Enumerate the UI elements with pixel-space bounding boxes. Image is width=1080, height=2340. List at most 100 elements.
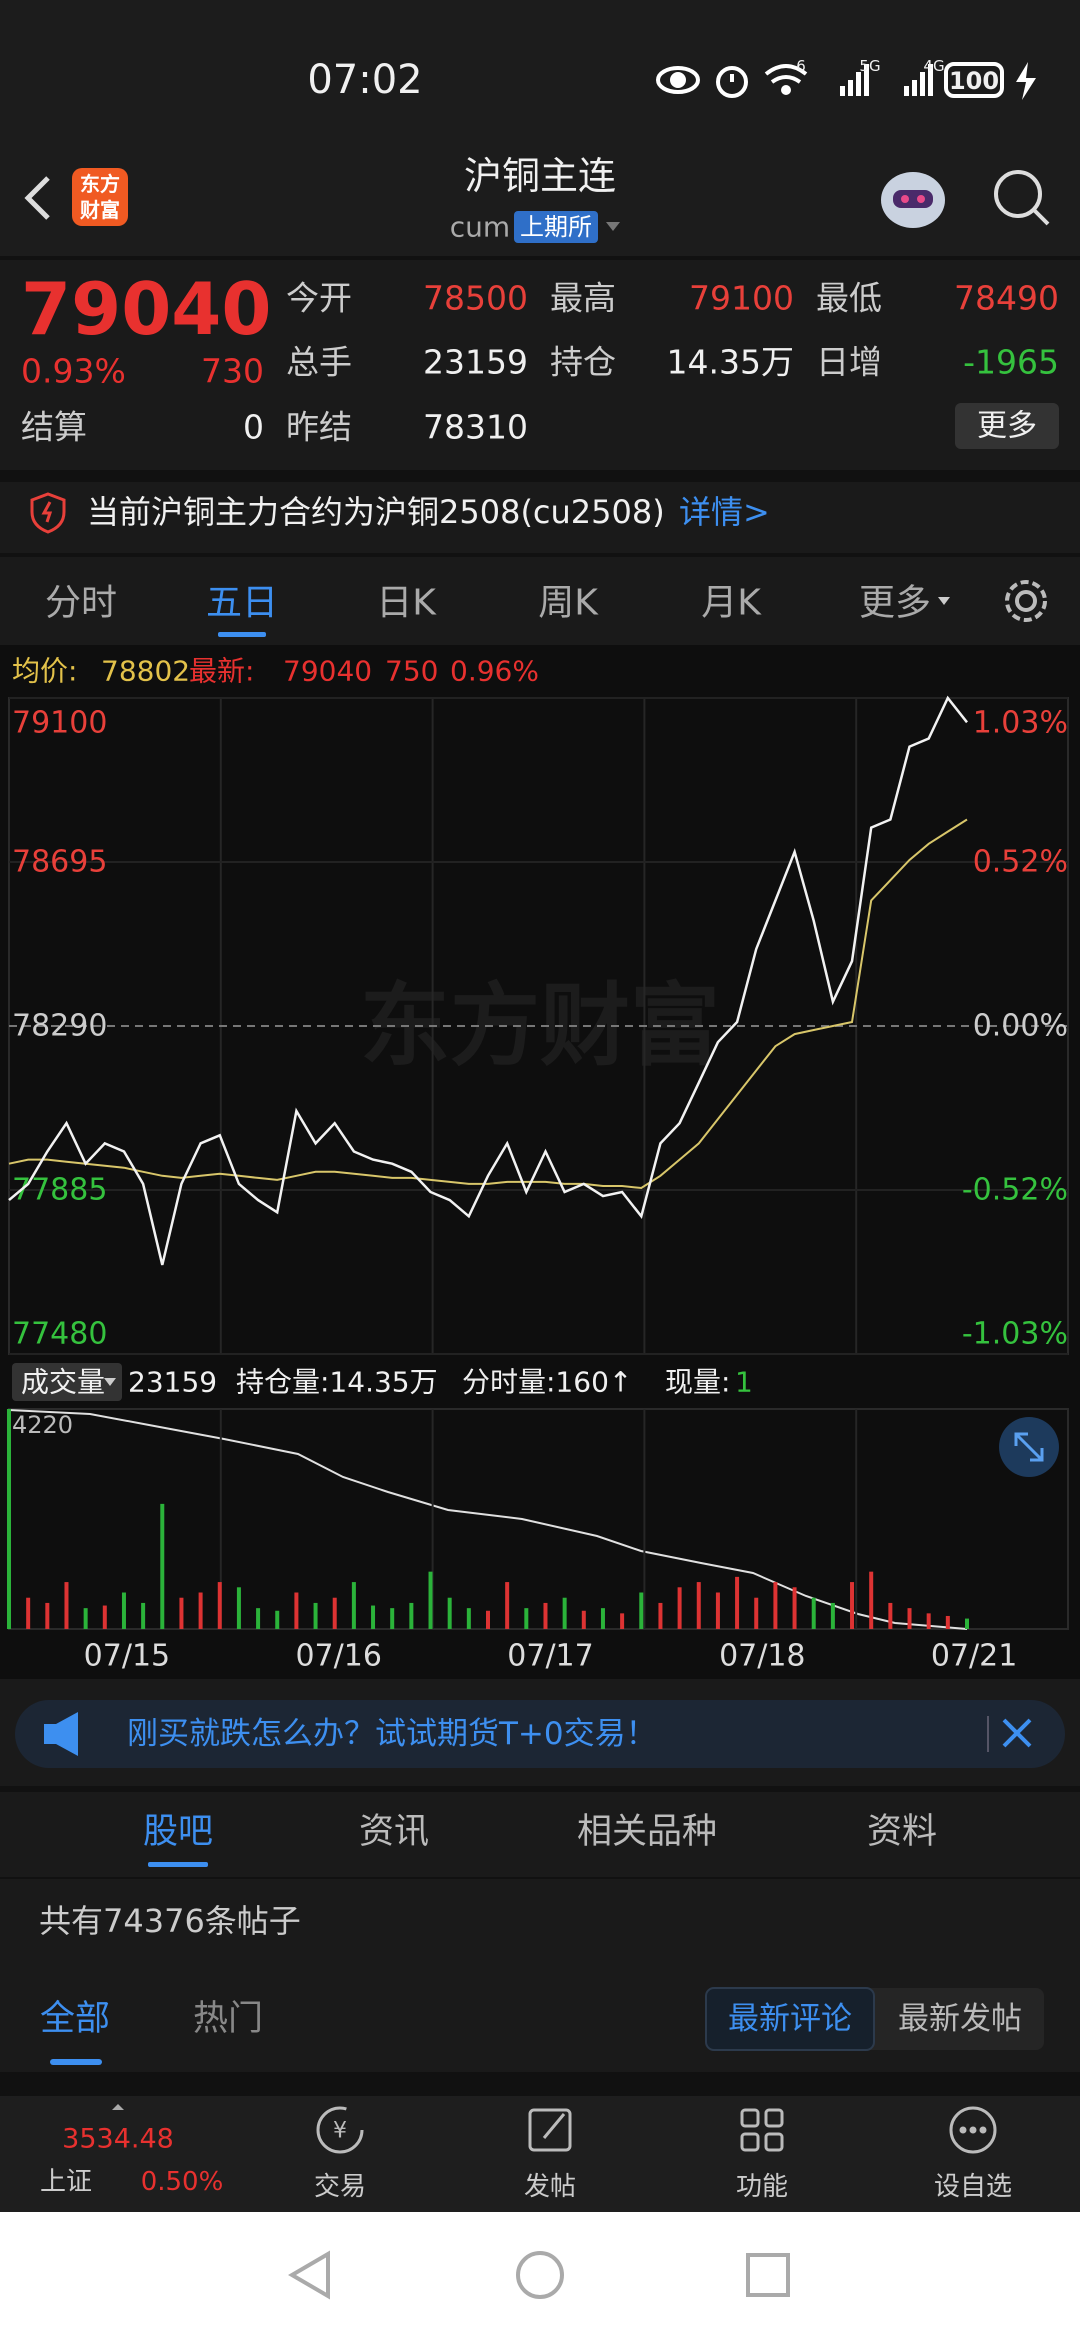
volume-bar bbox=[447, 1597, 452, 1629]
latest-change-pct: 0.96% bbox=[450, 655, 539, 688]
expand-button[interactable] bbox=[999, 1417, 1059, 1477]
app-logo bbox=[72, 168, 128, 226]
more-button-bg[interactable] bbox=[955, 403, 1059, 449]
community-tab[interactable]: 资讯 bbox=[359, 1812, 429, 1852]
index-change[interactable]: 0.50% bbox=[141, 2167, 224, 2197]
y2-tick-label: 0.52% bbox=[973, 845, 1068, 880]
status-icons bbox=[656, 62, 1036, 100]
now-volume-label: 现量: bbox=[665, 1366, 730, 1399]
nav-item[interactable]: 交易 bbox=[314, 2172, 366, 2202]
volume-bar bbox=[351, 1582, 356, 1629]
field-label: 最低 bbox=[816, 279, 882, 318]
y-tick-label: 77480 bbox=[12, 1317, 107, 1352]
now-volume: 1 bbox=[735, 1366, 753, 1399]
volume-bar bbox=[562, 1597, 567, 1629]
x-tick-label: 07/15 bbox=[84, 1639, 170, 1674]
banner-bg[interactable] bbox=[15, 1700, 1065, 1768]
volume-bar bbox=[294, 1592, 299, 1629]
post-count: 共有74376条帖子 bbox=[39, 1902, 301, 1940]
chart-tab[interactable]: 更多 bbox=[859, 583, 931, 624]
volume-bar bbox=[620, 1613, 625, 1629]
filter-underline bbox=[50, 2059, 102, 2065]
volume-selector[interactable] bbox=[12, 1363, 122, 1401]
x-tick-label: 07/16 bbox=[295, 1639, 381, 1674]
volume-bar bbox=[160, 1503, 165, 1629]
volume-bar bbox=[543, 1602, 548, 1629]
contract-code: cum bbox=[450, 211, 510, 244]
svg-text:¥: ¥ bbox=[333, 2119, 347, 2144]
divider bbox=[0, 2072, 1080, 2096]
chart-tab[interactable]: 五日 bbox=[206, 583, 278, 624]
volume-bar bbox=[850, 1582, 855, 1629]
community-tab[interactable]: 股吧 bbox=[143, 1812, 213, 1852]
chart-tab[interactable]: 日K bbox=[376, 583, 437, 624]
system-buttons[interactable] bbox=[288, 2250, 790, 2300]
volume-bar bbox=[371, 1605, 376, 1629]
volume-bar bbox=[466, 1608, 471, 1629]
robot-icon[interactable] bbox=[881, 172, 945, 228]
banner-close[interactable] bbox=[1002, 1718, 1032, 1748]
field-value: 78490 bbox=[954, 279, 1059, 318]
volume-bar bbox=[830, 1602, 835, 1629]
settings-button[interactable] bbox=[1005, 580, 1047, 622]
index-value[interactable]: 3534.48 bbox=[62, 2124, 174, 2155]
post-filter[interactable]: 全部 bbox=[40, 1999, 110, 2039]
community-tab[interactable]: 资料 bbox=[867, 1812, 937, 1852]
notice-link[interactable]: 详情> bbox=[679, 493, 770, 531]
chart-tab[interactable]: 分时 bbox=[45, 583, 117, 624]
volume-total: 23159 bbox=[128, 1366, 217, 1399]
volume-bar bbox=[7, 1409, 11, 1629]
search-button[interactable] bbox=[994, 170, 1050, 226]
volume-bar bbox=[198, 1592, 203, 1629]
community-tab[interactable]: 相关品种 bbox=[577, 1812, 717, 1852]
nav-item[interactable]: 功能 bbox=[736, 2172, 788, 2202]
field-value: 78500 bbox=[423, 279, 528, 318]
volume-label[interactable]: 成交量 bbox=[21, 1366, 105, 1399]
price-line bbox=[8, 695, 968, 1266]
notice-text: 当前沪铜主力合约为沪铜2508(cu2508) bbox=[87, 493, 665, 531]
more-button[interactable]: 更多 bbox=[977, 409, 1037, 444]
volume-bar bbox=[524, 1608, 529, 1629]
divider bbox=[0, 256, 1080, 260]
field-value: 0 bbox=[243, 408, 264, 447]
tab-underline bbox=[218, 632, 266, 637]
post-sort[interactable]: 最新发帖 bbox=[898, 2001, 1022, 2037]
volume-bar bbox=[735, 1576, 740, 1629]
signal-label: 5G bbox=[859, 57, 880, 75]
volume-bar bbox=[275, 1610, 280, 1629]
avg-label: 均价: bbox=[12, 655, 77, 688]
volume-bar bbox=[409, 1602, 414, 1629]
volume-bar bbox=[505, 1582, 510, 1629]
field-value: 23159 bbox=[423, 343, 528, 382]
field-label: 昨结 bbox=[286, 408, 352, 447]
back-button[interactable] bbox=[24, 176, 50, 220]
volume-bar bbox=[428, 1571, 433, 1629]
post-filter[interactable]: 热门 bbox=[193, 1999, 263, 2039]
clock: 07:02 bbox=[307, 57, 422, 103]
volume-bar bbox=[332, 1597, 337, 1629]
volume-bar bbox=[486, 1610, 490, 1629]
dropdown-arrow bbox=[104, 1378, 116, 1386]
chart-tab[interactable]: 周K bbox=[538, 583, 599, 624]
field-label: 持仓 bbox=[550, 343, 616, 382]
volume-bar bbox=[869, 1571, 874, 1629]
nav-item[interactable]: 设自选 bbox=[934, 2172, 1012, 2202]
divider bbox=[0, 553, 1080, 557]
chart-tab[interactable]: 月K bbox=[701, 583, 762, 624]
divider bbox=[0, 470, 1080, 482]
tab-underline bbox=[148, 1862, 208, 1867]
volume-bar bbox=[102, 1605, 107, 1629]
banner-text[interactable]: 刚买就跌怎么办？试试期货T+0交易！ bbox=[127, 1716, 657, 1752]
shield-icon bbox=[30, 492, 66, 534]
x-tick-label: 07/17 bbox=[507, 1639, 593, 1674]
field-value: 79100 bbox=[689, 279, 794, 318]
nav-item[interactable]: 发帖 bbox=[524, 2172, 576, 2202]
sort-active[interactable] bbox=[705, 1987, 875, 2051]
post-sort[interactable]: 最新评论 bbox=[728, 2001, 852, 2037]
volume-bar bbox=[754, 1597, 759, 1629]
index-name[interactable]: 上证 bbox=[40, 2167, 92, 2197]
y2-tick-label: -0.52% bbox=[962, 1173, 1068, 1208]
battery-level: 100 bbox=[949, 67, 999, 95]
avg-line bbox=[8, 818, 968, 1190]
open-interest-line bbox=[8, 1409, 968, 1630]
